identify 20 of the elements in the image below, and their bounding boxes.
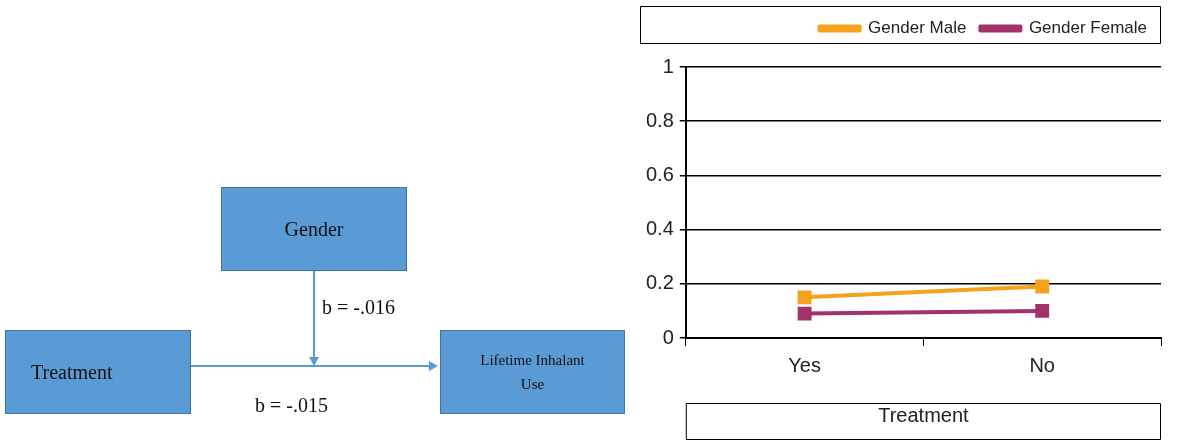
text: b = -.015 [255,394,328,417]
legend-label: Gender Male [868,18,967,38]
legend-label: Gender Female [1028,18,1148,38]
x-axis-title: Treatment [878,403,970,426]
x-tick-label: Yes [788,353,821,376]
y-tick-label: 0.6 [645,162,674,185]
box: Gender [221,187,407,271]
y-tick-label: 0.8 [645,108,674,131]
text: b = -.016 [322,296,395,319]
x-tick-label: No [1029,353,1055,376]
y-tick-label: 0.2 [645,271,674,294]
y-tick-label: 1 [662,54,674,77]
point [1035,279,1050,294]
box: Treatment [5,330,191,414]
box: Lifetime Inhalant Use [440,330,625,414]
point [797,306,812,321]
y-tick-label: 0.4 [645,217,674,240]
y-tick-label: 0 [662,325,674,348]
point [1035,303,1050,318]
point [797,290,812,305]
